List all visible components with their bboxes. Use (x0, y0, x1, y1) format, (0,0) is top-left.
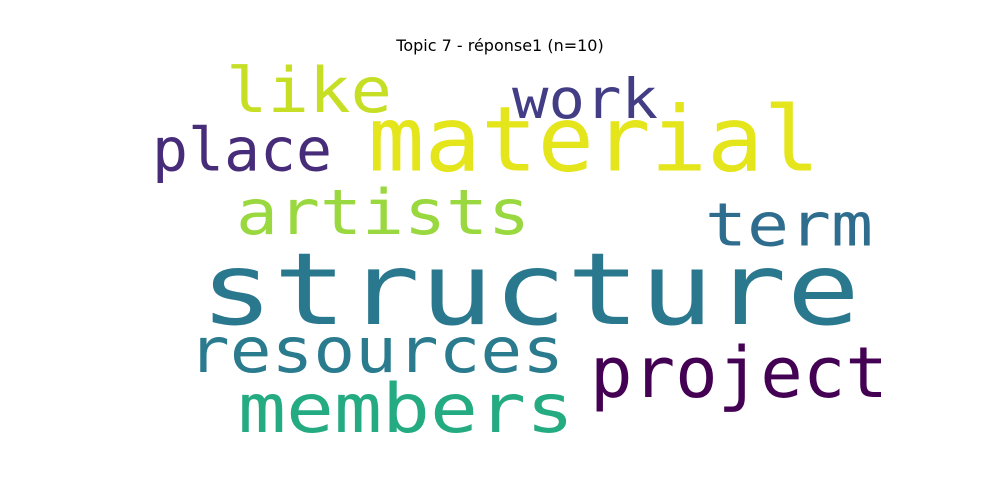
word-members: members (238, 368, 574, 449)
word-place: place (152, 114, 332, 185)
figure-title: Topic 7 - réponse1 (n=10) (396, 36, 604, 55)
word-resources: resources (188, 314, 564, 387)
word-like: like (226, 54, 392, 127)
word-project: project (590, 331, 888, 414)
word-material: material (368, 86, 820, 193)
word-work: work (512, 67, 658, 132)
word-term: term (705, 189, 873, 260)
word-artists: artists (236, 176, 530, 249)
word-structure: structure (200, 231, 860, 348)
